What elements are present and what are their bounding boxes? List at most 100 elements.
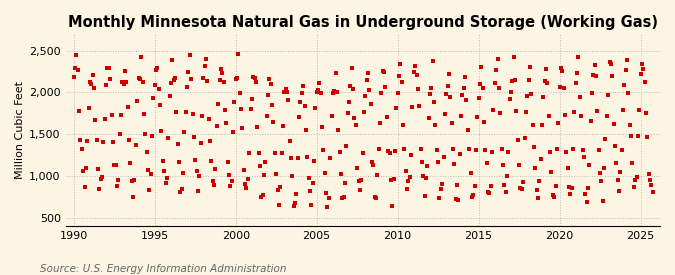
Point: [626, 133, 637, 138]
Point: [346, 66, 357, 70]
Point: [584, 163, 595, 167]
Point: [573, 55, 584, 59]
Point: [414, 104, 425, 109]
Point: [406, 153, 416, 157]
Point: [82, 139, 92, 144]
Point: [527, 123, 538, 128]
Point: [631, 175, 642, 179]
Point: [79, 185, 90, 189]
Point: [593, 148, 604, 153]
Point: [627, 161, 638, 165]
Point: [240, 182, 250, 186]
Point: [161, 175, 172, 180]
Point: [232, 75, 242, 80]
Point: [464, 147, 475, 152]
Point: [133, 75, 144, 80]
Point: [619, 83, 630, 87]
Point: [234, 91, 245, 96]
Point: [407, 105, 418, 109]
Point: [383, 149, 394, 153]
Point: [149, 82, 160, 87]
Point: [611, 161, 622, 166]
Point: [514, 163, 524, 167]
Point: [402, 186, 412, 191]
Point: [151, 68, 161, 72]
Y-axis label: Million Cubic Feet: Million Cubic Feet: [15, 81, 25, 179]
Point: [607, 73, 618, 78]
Point: [419, 194, 430, 198]
Point: [560, 113, 570, 117]
Point: [277, 124, 288, 128]
Point: [186, 77, 196, 81]
Point: [399, 147, 410, 151]
Point: [375, 121, 385, 125]
Point: [129, 178, 140, 182]
Point: [215, 67, 226, 72]
Point: [423, 115, 434, 120]
Point: [603, 93, 614, 98]
Point: [97, 175, 107, 180]
Point: [523, 78, 534, 82]
Point: [435, 187, 446, 191]
Point: [111, 184, 122, 188]
Point: [345, 84, 356, 88]
Point: [86, 82, 97, 86]
Point: [99, 116, 110, 121]
Point: [331, 90, 342, 95]
Point: [580, 191, 591, 196]
Point: [306, 203, 317, 207]
Point: [134, 77, 145, 81]
Point: [163, 135, 173, 140]
Point: [103, 66, 114, 70]
Point: [321, 191, 331, 195]
Point: [194, 173, 205, 178]
Point: [585, 119, 596, 123]
Point: [462, 128, 473, 132]
Point: [227, 130, 238, 134]
Point: [368, 163, 379, 167]
Point: [180, 109, 191, 114]
Point: [470, 147, 481, 152]
Point: [356, 178, 367, 182]
Point: [365, 102, 376, 107]
Point: [187, 112, 198, 116]
Point: [524, 65, 535, 69]
Point: [68, 74, 79, 79]
Point: [102, 66, 113, 70]
Point: [554, 85, 565, 89]
Point: [106, 112, 117, 117]
Point: [237, 126, 248, 130]
Point: [465, 171, 476, 176]
Point: [574, 95, 585, 100]
Point: [561, 150, 572, 154]
Point: [207, 179, 218, 183]
Point: [263, 93, 273, 97]
Point: [264, 77, 275, 81]
Point: [159, 169, 169, 173]
Point: [576, 114, 587, 118]
Point: [616, 147, 627, 152]
Point: [641, 111, 651, 115]
Point: [647, 189, 658, 194]
Point: [500, 190, 511, 194]
Point: [645, 177, 655, 182]
Point: [319, 170, 330, 175]
Point: [530, 166, 541, 170]
Point: [449, 161, 460, 166]
Title: Monthly Minnesota Natural Gas in Underground Storage (Working Gas): Monthly Minnesota Natural Gas in Undergr…: [68, 15, 658, 30]
Point: [173, 160, 184, 164]
Point: [121, 80, 132, 84]
Point: [74, 108, 84, 113]
Point: [286, 156, 296, 160]
Point: [361, 78, 372, 82]
Point: [421, 176, 431, 180]
Point: [218, 79, 229, 84]
Point: [273, 203, 284, 208]
Point: [388, 177, 399, 181]
Point: [394, 74, 404, 79]
Point: [155, 103, 165, 108]
Point: [179, 130, 190, 134]
Point: [300, 128, 311, 133]
Point: [504, 97, 515, 101]
Point: [138, 111, 149, 116]
